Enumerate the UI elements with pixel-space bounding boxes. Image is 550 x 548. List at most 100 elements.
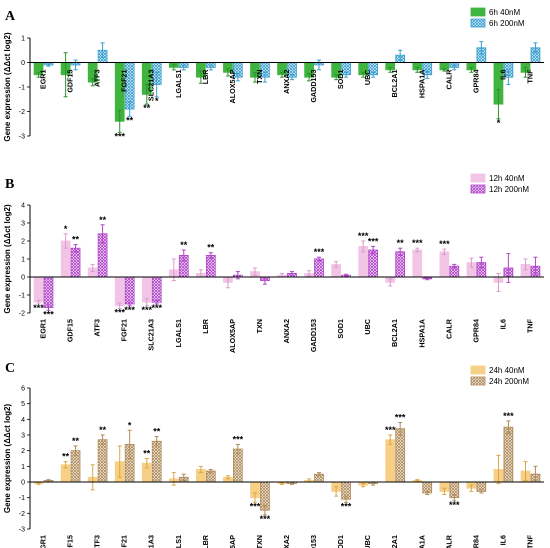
legend-label: 24h 40nM [489,366,525,375]
y-tick-label: 0 [21,275,25,282]
significance-label: *** [503,411,514,421]
x-tick-label: LGALS1 [174,319,183,347]
x-tick-label: EGR1 [39,535,48,548]
legend-label: 12h 200nM [489,185,529,194]
y-tick-label: -2 [19,311,25,318]
x-tick-label: BCL2A1 [390,319,399,347]
significance-label: * [128,420,132,430]
x-tick-label: GADD153 [309,535,318,548]
bar-egr1-series-2 [43,276,54,309]
bar-slc21a3-series-2 [151,440,162,483]
legend-label: 24h 200nM [489,377,529,386]
significance-label: *** [151,303,162,313]
legend-swatch [470,173,486,183]
x-tick-label: ATF3 [93,535,102,548]
y-axis-label: Gene expression (ΔΔct log2) [3,32,12,142]
x-tick-label: ATF3 [93,319,102,336]
y-tick-label: -3 [19,527,25,534]
x-tick-label: GPR84 [471,70,480,94]
bar-gadd153-series-2 [314,258,324,278]
panel-a: A Gene expression (ΔΔct log2) -3 -2 -1 0 1 EGR1… [3,7,544,142]
y-tick-label: 2 [21,239,25,246]
y-tick-label: 5 [21,401,25,408]
significance-label: ** [143,449,151,459]
x-tick-label: UBC [363,535,372,548]
bar-fgf21-series-1 [114,276,125,307]
bar-atf3-series-2 [97,439,108,483]
x-tick-label: SLC21A3 [147,535,156,548]
x-tick-label: ANXA2 [282,70,291,94]
y-tick-label: -3 [19,134,25,141]
x-tick-label: ALOX5AP [228,535,237,548]
significance-label: *** [358,231,369,241]
x-tick-label: GPR84 [471,319,480,343]
x-tick-label: TXN [255,535,264,548]
legend-label: 12h 40nM [489,174,525,183]
significance-label: ** [207,243,215,253]
x-tick-label: TXN [255,70,264,84]
y-tick-label: 3 [21,221,25,228]
significance-label: ** [126,115,134,125]
y-tick-label: 0 [21,480,25,487]
x-tick-label: CALR [444,318,453,339]
x-tick-label: HSPA1A [417,535,426,548]
bar-slc21a3-series-2 [151,276,162,303]
panel-letter: C [5,361,15,376]
significance-label: *** [33,303,44,313]
significance-label: *** [314,247,325,257]
significance-label: *** [341,501,352,511]
bar-fgf21-series-2 [124,276,135,305]
x-tick-label: BCL2A1 [390,535,399,548]
x-tick-label: LBR [201,318,210,334]
x-tick-label: HSPA1A [417,70,426,99]
x-tick-label: IL6 [498,70,507,80]
significance-label: ** [62,452,70,462]
x-tick-label: SLC21A3 [147,319,156,351]
y-tick-label: 1 [21,36,25,43]
significance-label: *** [385,425,396,435]
x-tick-label: ATF3 [93,70,102,87]
significance-label: *** [260,514,271,524]
legend-swatch [470,365,486,375]
significance-label: * [497,118,501,128]
x-tick-label: ANXA2 [282,319,291,343]
significance-label: *** [43,309,54,319]
x-tick-label: TNF [525,318,534,333]
x-tick-label: CALR [444,69,453,90]
x-tick-label: SOD1 [336,319,345,339]
x-tick-label: FGF21 [120,319,129,341]
significance-label: ** [99,215,107,225]
x-tick-label: CALR [444,534,453,548]
significance-label: *** [368,236,379,246]
y-tick-label: -2 [19,511,25,518]
legend-label: 6h 200nM [489,19,525,28]
bar-hspa1a-series-1 [412,249,423,278]
y-axis-label: Gene expression (ΔΔct log2) [3,404,12,514]
y-tick-label: 1 [21,257,25,264]
legend-swatch [470,18,486,28]
significance-label: * [64,224,68,234]
x-tick-label: BCL2A1 [390,70,399,98]
panel-c: C Gene expression (ΔΔct log2) -3 -2 -1 0 1 2 3 4 5… [3,361,544,548]
significance-label: *** [142,305,153,315]
x-tick-label: LBR [201,534,210,548]
significance-label: *** [114,308,125,318]
significance-label: ** [143,103,151,113]
bar-il6-series-2 [503,426,514,483]
panel-letter: B [5,177,14,192]
x-tick-label: TNF [525,534,534,548]
significance-label: * [155,96,159,106]
significance-label: *** [449,500,460,510]
x-tick-label: IL6 [498,319,507,329]
x-tick-label: LBR [201,69,210,85]
legend-label: 6h 40nM [489,8,520,17]
x-tick-label: UBC [363,70,372,86]
significance-label: ** [99,425,107,435]
x-tick-label: ALOX5AP [228,69,237,103]
bar-egr1-series-1 [33,276,44,303]
x-tick-label: LGALS1 [174,535,183,548]
x-tick-label: FGF21 [120,535,129,548]
x-tick-label: GPR84 [471,535,480,548]
x-tick-label: LGALS1 [174,70,183,98]
